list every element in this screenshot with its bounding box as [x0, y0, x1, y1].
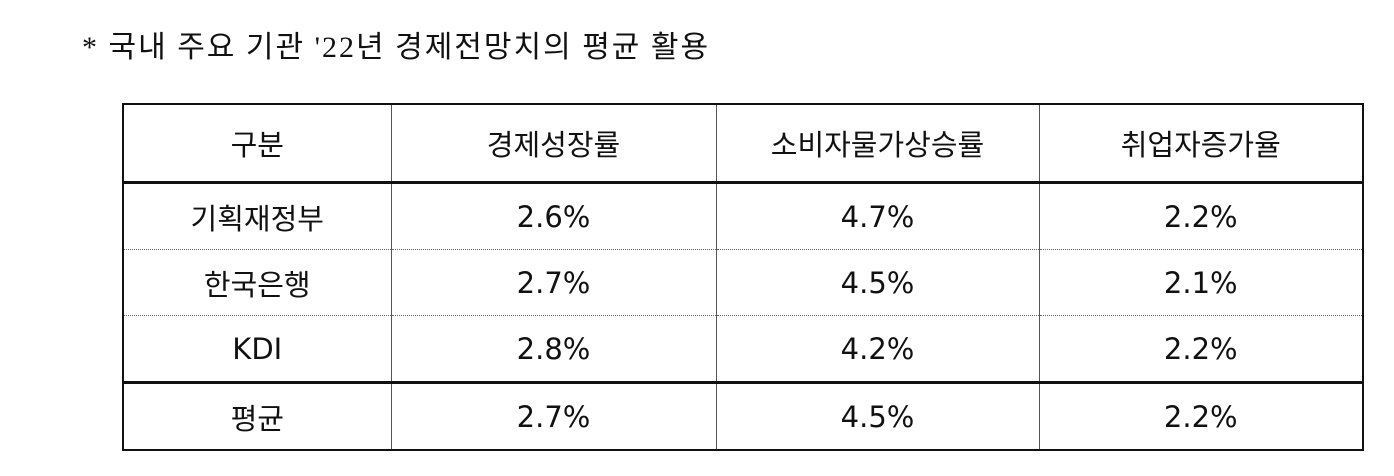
cell: 4.2% — [715, 315, 1040, 384]
cell: 4.7% — [715, 182, 1040, 250]
cell: 2.7% — [390, 249, 717, 316]
cell: 2.1% — [1038, 249, 1364, 316]
cell: 4.5% — [715, 382, 1040, 450]
table-row: 평균 2.7% 4.5% 2.2% — [122, 382, 1364, 450]
cell: 2.7% — [390, 382, 717, 450]
header-cell: 구분 — [122, 104, 392, 184]
table-row: 기획재정부 2.6% 4.7% 2.2% — [122, 182, 1364, 250]
cell: 2.2% — [1038, 382, 1364, 450]
cell: 2.8% — [390, 315, 717, 384]
cell: 2.2% — [1038, 182, 1364, 250]
row-label: 기획재정부 — [122, 182, 392, 250]
header-cell: 경제성장률 — [390, 104, 717, 184]
table-row: 한국은행 2.7% 4.5% 2.1% — [122, 249, 1364, 316]
row-label: 한국은행 — [122, 249, 392, 316]
table: 구분 경제성장률 소비자물가상승률 취업자증가율 기획재정부 2.6% 4.7% 2.2% 한국… — [122, 103, 1364, 451]
cell: 2.2% — [1038, 315, 1364, 384]
header-row: 구분 경제성장률 소비자물가상승률 취업자증가율 — [122, 104, 1364, 184]
row-label: KDI — [122, 315, 392, 384]
table-row: KDI 2.8% 4.2% 2.2% — [122, 315, 1364, 384]
title: * 국내 주요 기관 '22년 경제전망치의 평균 활용 — [82, 31, 711, 64]
row-label: 평균 — [122, 382, 392, 450]
cell: 2.6% — [390, 182, 717, 250]
cell: 4.5% — [715, 249, 1040, 316]
header-cell: 취업자증가율 — [1038, 104, 1364, 184]
header-cell: 소비자물가상승률 — [715, 104, 1040, 184]
